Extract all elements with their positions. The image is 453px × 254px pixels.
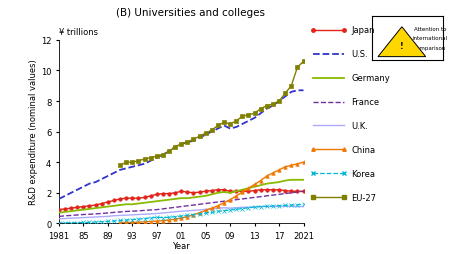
Text: international: international bbox=[412, 36, 448, 41]
Text: China: China bbox=[351, 145, 375, 154]
Text: Japan: Japan bbox=[351, 26, 375, 35]
X-axis label: Year: Year bbox=[172, 242, 190, 250]
Text: comparison: comparison bbox=[414, 46, 446, 51]
Text: U.S.: U.S. bbox=[351, 50, 368, 59]
Text: Germany: Germany bbox=[351, 74, 390, 83]
Text: !: ! bbox=[400, 42, 404, 51]
Text: France: France bbox=[351, 98, 379, 107]
Text: Korea: Korea bbox=[351, 169, 375, 178]
Text: EU-27: EU-27 bbox=[351, 193, 376, 202]
Polygon shape bbox=[378, 28, 426, 57]
Text: ¥ trillions: ¥ trillions bbox=[59, 28, 98, 37]
Y-axis label: R&D expenditure (nominal values): R&D expenditure (nominal values) bbox=[29, 59, 38, 205]
Text: U.K.: U.K. bbox=[351, 121, 368, 131]
Text: Attention to: Attention to bbox=[414, 26, 446, 31]
Text: (B) Universities and colleges: (B) Universities and colleges bbox=[116, 8, 265, 18]
